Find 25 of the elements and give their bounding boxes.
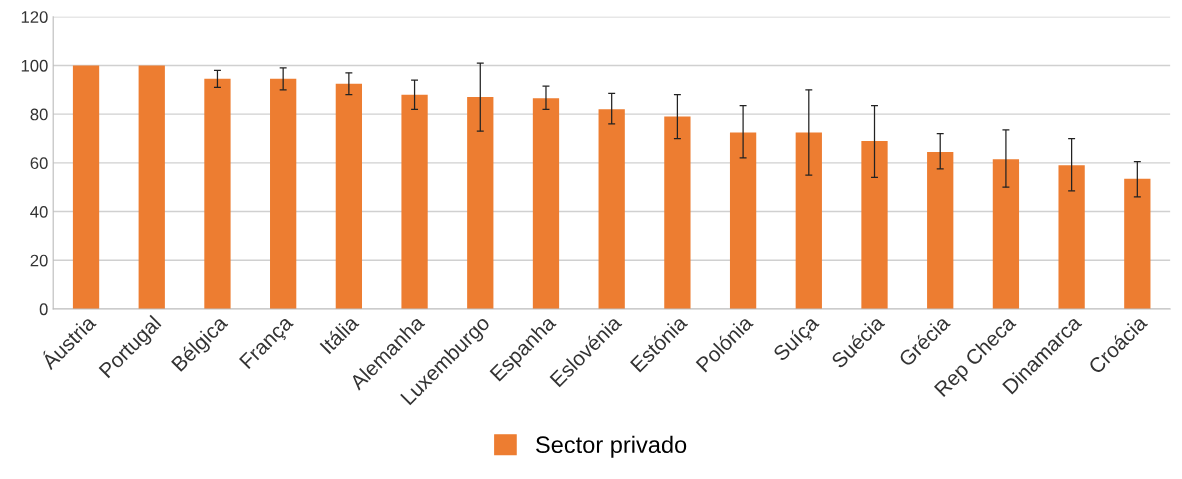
bar <box>204 78 231 309</box>
bar <box>927 151 954 309</box>
y-tick-label: 120 <box>21 11 48 23</box>
bar <box>532 98 560 309</box>
bar <box>335 83 362 309</box>
bar <box>270 78 297 309</box>
bar <box>1124 178 1151 309</box>
bar <box>598 109 625 309</box>
bar <box>729 132 757 309</box>
bar <box>72 65 100 309</box>
bar <box>401 94 428 309</box>
y-tick-label: 100 <box>21 59 48 72</box>
bar <box>664 116 691 309</box>
y-tick-label: 0 <box>39 303 48 316</box>
y-tick-label: 40 <box>30 205 48 218</box>
y-tick-label: 80 <box>30 108 48 121</box>
bar <box>467 97 494 309</box>
y-tick-label: 60 <box>30 157 48 170</box>
bar <box>795 132 822 309</box>
bar <box>861 140 888 309</box>
bar <box>1058 165 1085 309</box>
legend-label: Sector privado <box>536 435 687 458</box>
bar <box>138 65 165 309</box>
bar <box>992 159 1020 309</box>
y-tick-label: 20 <box>30 254 48 267</box>
